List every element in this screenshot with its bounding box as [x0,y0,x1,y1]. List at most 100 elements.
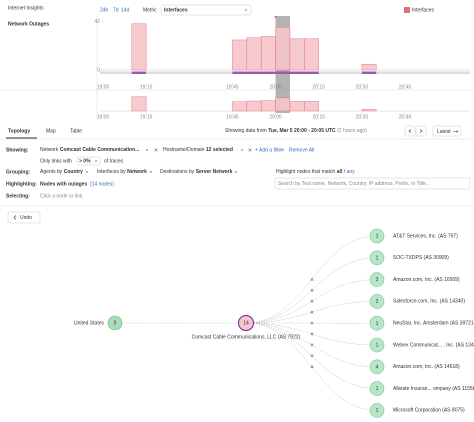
group-agents-part[interactable]: Country [64,169,83,175]
outage-marker[interactable] [310,354,314,358]
tab[interactable]: Map [46,128,56,134]
links-select[interactable] [76,156,101,166]
group-destinations-part[interactable]: Destinations by [160,169,195,175]
caret [282,149,284,152]
outage-marker[interactable] [310,310,314,314]
highlight-count[interactable]: (14 nodes) [90,181,114,187]
group-destinations[interactable]: Destinations by Server Network [160,169,233,175]
x-tick-label: 20:15 [312,114,325,120]
node[interactable] [237,314,255,332]
remove-icon[interactable] [154,148,158,152]
node-label: AT&T Services, Inc. (AS 797) [393,233,458,239]
tab[interactable]: Table [70,128,82,134]
links-value[interactable]: > 0% [79,158,91,164]
node[interactable] [369,337,385,353]
match-mode-part[interactable]: all [337,169,343,175]
link[interactable] [245,301,378,324]
filter-hostname[interactable]: Hostname/Domain 12 selected [163,147,233,153]
highlight-value: Nodes with outages [40,181,87,187]
outage-marker[interactable] [310,299,314,303]
x-tick-label: 19:15 [140,114,153,120]
metric-select[interactable] [160,4,252,16]
node-count[interactable]: 1 [376,321,379,327]
node-label: NeuStar, Inc. Amsterdam (AS 397213) [393,321,474,327]
x-tick-label: 20:00 [269,114,282,120]
node-label: United States [74,320,105,326]
filter-network[interactable]: Network Comcast Cable Communication... [40,147,140,153]
bar [246,100,262,112]
status-text-part: (2 hours ago) [337,128,367,134]
outage-marker[interactable] [310,288,314,292]
node-count[interactable]: 1 [376,255,379,261]
filter-hostname-part[interactable]: Hostname/Domain [163,147,205,153]
node[interactable] [369,294,385,309]
next-button[interactable] [415,125,427,137]
bar [304,101,319,112]
search-placeholder[interactable]: Search by Test name, Network, Country, I… [278,181,430,187]
node[interactable] [107,315,123,331]
outage-marker[interactable] [310,365,314,369]
match-mode[interactable]: Highlight nodes that match all / any [276,169,355,175]
metric-value[interactable]: Interfaces [164,7,188,13]
outage-marker[interactable] [310,343,314,347]
search-input[interactable] [274,177,471,190]
filter-network-part[interactable]: Comcast Cable Communication... [60,147,140,153]
link[interactable] [245,322,378,368]
latest-button[interactable] [432,125,462,137]
x-tick-label: 19:45 [226,84,239,90]
group-interfaces[interactable]: Interfaces by Network [97,169,147,175]
node[interactable] [369,228,385,244]
link[interactable] [245,322,378,411]
node-count[interactable]: 2 [376,299,379,305]
node[interactable] [369,272,385,287]
prev-button[interactable] [404,125,416,137]
node-count[interactable]: 14 [243,321,249,327]
node[interactable] [369,359,385,375]
node-count[interactable]: 1 [376,386,379,392]
link[interactable] [245,235,378,324]
node-count[interactable]: 4 [376,364,379,370]
range-option[interactable]: 24h [100,7,109,13]
status-text-part: Tue, Mar 5 20:00 - 20:05 UTC [268,128,336,134]
outage-marker[interactable] [310,277,314,282]
outage-marker[interactable] [310,321,314,325]
latest-label[interactable]: Latest [437,129,451,135]
row-label: Highlighting: [6,181,37,187]
link[interactable] [245,279,378,324]
link[interactable] [245,257,378,324]
node-count[interactable]: 5 [114,321,117,327]
range-option[interactable]: 7d [113,7,119,13]
undo-button[interactable] [7,211,41,224]
link[interactable] [245,322,378,346]
node[interactable] [369,381,385,396]
match-mode-part[interactable]: Highlight nodes that match [276,169,335,175]
group-agents-part[interactable]: Agents by [40,169,63,175]
match-mode-part[interactable]: / [344,169,346,175]
group-interfaces-part[interactable]: Interfaces by [97,169,126,175]
node[interactable] [369,403,385,418]
filter-hostname-part[interactable]: 12 selected [206,147,233,153]
node-count[interactable]: 3 [376,277,379,283]
node-count[interactable]: 1 [376,408,379,414]
link[interactable] [245,322,378,389]
node-count[interactable]: 1 [376,343,379,349]
group-agents[interactable]: Agents by Country [40,169,83,175]
y-tick-label: 0 [97,67,100,73]
undo-label[interactable]: Undo [20,215,32,221]
tab[interactable]: Topology [8,128,30,134]
remove-all[interactable]: Remove All [289,147,314,153]
group-destinations-part[interactable]: Server Network [196,169,233,175]
add-filter[interactable]: + Add a filter [255,147,283,153]
node[interactable] [369,315,385,331]
filter-network-part[interactable]: Network [40,147,59,153]
node-count[interactable]: 1 [376,234,379,240]
outage-marker[interactable] [310,332,314,336]
node[interactable] [369,250,385,266]
bar [260,100,276,112]
match-mode-part[interactable]: any [347,169,356,175]
group-interfaces-part[interactable]: Network [127,169,147,175]
remove-icon[interactable] [248,148,252,152]
range-option[interactable]: 14d [121,7,130,13]
timeline-mark [275,71,290,74]
